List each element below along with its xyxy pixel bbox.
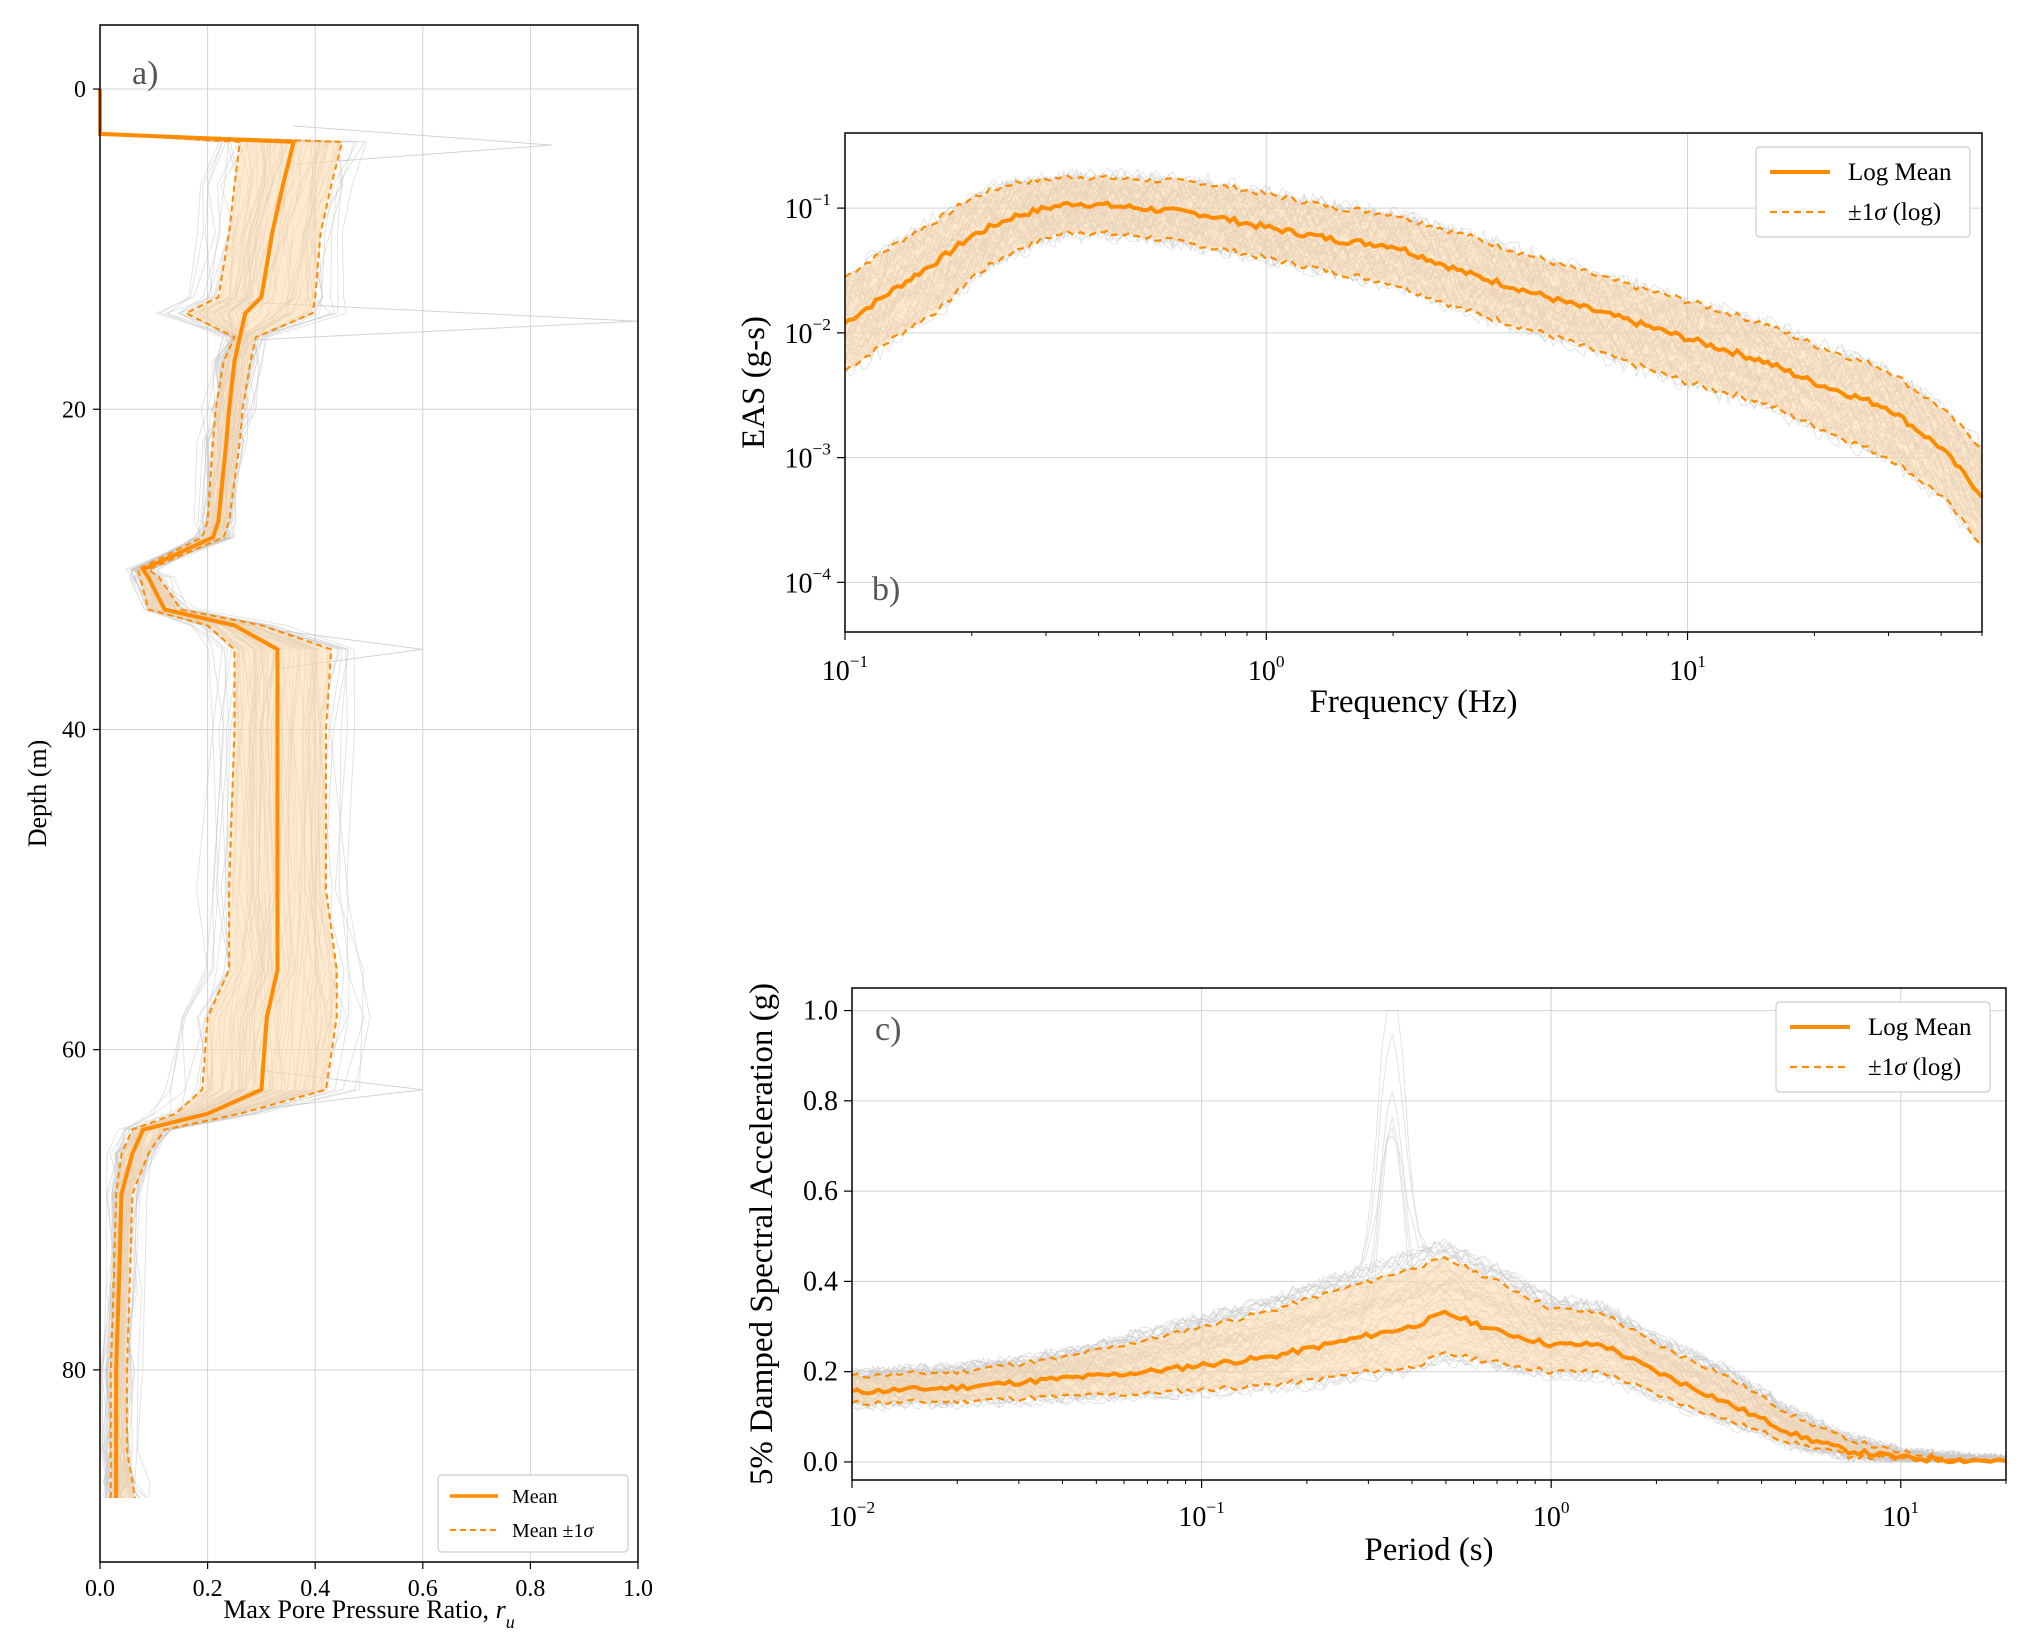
panel-c-y-tick-label: 0.8 <box>803 1086 838 1117</box>
panel-b-lower-line <box>844 229 1983 548</box>
panel-c-y-tick-label: 1.0 <box>803 996 838 1027</box>
panel-b-legend-mean-label: Log Mean <box>1848 159 1952 186</box>
panel-b-y-tick-label: 10−3 <box>785 440 831 475</box>
panel-b-tag: b) <box>872 571 900 608</box>
panel-c-x-tick-label: 100 <box>1533 1498 1570 1533</box>
panel-c-realization-line <box>851 1242 2007 1463</box>
panel-c-y-ticks: 0.0 0.2 0.4 0.6 0.8 1.0 <box>803 996 852 1478</box>
panel-c-x-tick-label: 101 <box>1882 1498 1919 1533</box>
panel-c-x-ticks: 10−2 10−1 100 101 <box>829 1480 2007 1533</box>
panel-a-x-ticks: 0.0 0.2 0.4 0.6 0.8 1.0 <box>85 1562 653 1602</box>
panel-a-y-ticks: 0 20 40 60 80 <box>62 77 100 1384</box>
panel-a-realization-line <box>99 89 371 1499</box>
panel-c-spectral-acceleration: 10−2 10−1 100 101 0.0 0.2 0.4 0.6 0.8 1.0 c) Per… <box>744 983 2007 1568</box>
panel-a-y-tick-label: 40 <box>62 717 86 743</box>
panel-a-y-tick-label: 80 <box>62 1358 86 1384</box>
panel-c-y-axis-label: 5% Damped Spectral Acceleration (g) <box>744 983 780 1485</box>
panel-a-upper-line <box>99 89 344 1499</box>
panel-c-upper-line <box>851 1256 2007 1462</box>
panel-b-legend: Log Mean ±1σ (log) <box>1755 146 1971 238</box>
panel-b-y-tick-label: 10−2 <box>785 315 831 350</box>
panel-a-legend: Mean Mean ±1σ <box>437 1474 629 1553</box>
panel-a-realization-spike <box>292 125 552 165</box>
panel-a-x-tick-label: 0.0 <box>85 1576 115 1602</box>
panel-b-eas: 10−1 100 101 10−4 10−3 10−2 10−1 b) Frequency… <box>736 132 1984 720</box>
panel-b-x-ticks: 10−1 100 101 <box>822 632 1983 687</box>
panel-b-x-tick-label: 101 <box>1669 652 1706 687</box>
panel-a-mean-line <box>98 89 297 1498</box>
panel-b-y-tick-label: 10−1 <box>785 190 831 225</box>
panel-a-grid <box>99 25 639 1562</box>
panel-c-lines <box>851 1256 2007 1465</box>
panel-b-legend-box <box>1755 146 1971 238</box>
panel-a-tag: a) <box>132 55 158 92</box>
panel-a-y-tick-label: 0 <box>74 77 86 103</box>
panel-a-x-tick-label: 0.8 <box>515 1576 545 1602</box>
panel-b-x-axis-label: Frequency (Hz) <box>1310 684 1518 720</box>
panel-a-realizations <box>99 89 639 1499</box>
panel-c-y-tick-label: 0.4 <box>803 1266 838 1297</box>
panel-a-x-tick-label: 0.4 <box>300 1576 330 1602</box>
panel-c-y-tick-label: 0.2 <box>803 1357 838 1388</box>
panel-c-frame <box>851 987 2007 1481</box>
panel-b-frame <box>844 132 1983 633</box>
panel-a-legend-sigma-label: Mean ±1σ <box>512 1520 595 1542</box>
panel-c-mean-line <box>851 1309 2007 1465</box>
panel-a-y-tick-label: 60 <box>62 1038 86 1064</box>
panel-a-x-tick-label: 0.2 <box>193 1576 223 1602</box>
panel-b-legend-sigma-label: ±1σ (log) <box>1848 199 1941 226</box>
panel-a-sigma-band <box>100 89 343 1498</box>
panel-c-band <box>852 1257 2006 1464</box>
panel-a-x-tick-label: 0.6 <box>408 1576 438 1602</box>
panel-b-x-tick-label: 10−1 <box>822 652 868 687</box>
panel-c-legend-mean-label: Log Mean <box>1868 1014 1972 1041</box>
panel-c-tag: c) <box>875 1011 901 1048</box>
panel-c-legend: Log Mean ±1σ (log) <box>1775 1001 1991 1093</box>
panel-c-x-axis-label: Period (s) <box>1364 1532 1493 1568</box>
panel-b-mean-line <box>843 200 1984 499</box>
panel-a-x-axis-label: Max Pore Pressure Ratio, ru <box>223 1595 514 1632</box>
panel-c-x-tick-label: 10−1 <box>1178 1498 1224 1533</box>
panel-a-x-tick-label: 1.0 <box>623 1576 653 1602</box>
panel-c-legend-box <box>1775 1001 1991 1093</box>
panel-c-y-tick-label: 0.6 <box>803 1176 838 1207</box>
panel-c-lower-line <box>851 1350 2007 1465</box>
panel-b-y-axis-label: EAS (g-s) <box>736 316 772 449</box>
panel-a-legend-mean-label: Mean <box>512 1486 558 1508</box>
panel-c-x-tick-label: 10−2 <box>829 1498 875 1533</box>
panel-a-y-tick-label: 20 <box>62 397 86 423</box>
panel-a-frame <box>99 24 639 1563</box>
panel-a-pore-pressure: 0.0 0.2 0.4 0.6 0.8 1.0 0 20 40 60 80 a) Max Pore… <box>23 24 653 1632</box>
panel-b-x-tick-label: 100 <box>1248 652 1285 687</box>
panel-a-y-axis-label: Depth (m) <box>23 740 52 848</box>
panel-a-band <box>100 89 343 1498</box>
panel-b-lines <box>843 173 1984 548</box>
panel-c-legend-sigma-label: ±1σ (log) <box>1868 1054 1961 1081</box>
panel-b-y-ticks: 10−4 10−3 10−2 10−1 <box>785 190 845 599</box>
panel-c-y-tick-label: 0.0 <box>803 1447 838 1478</box>
panel-b-y-tick-label: 10−4 <box>785 564 832 599</box>
panel-c-sigma-band <box>852 1257 2006 1464</box>
panel-a-lines <box>98 89 344 1499</box>
panel-a-lower-line <box>99 89 242 1498</box>
